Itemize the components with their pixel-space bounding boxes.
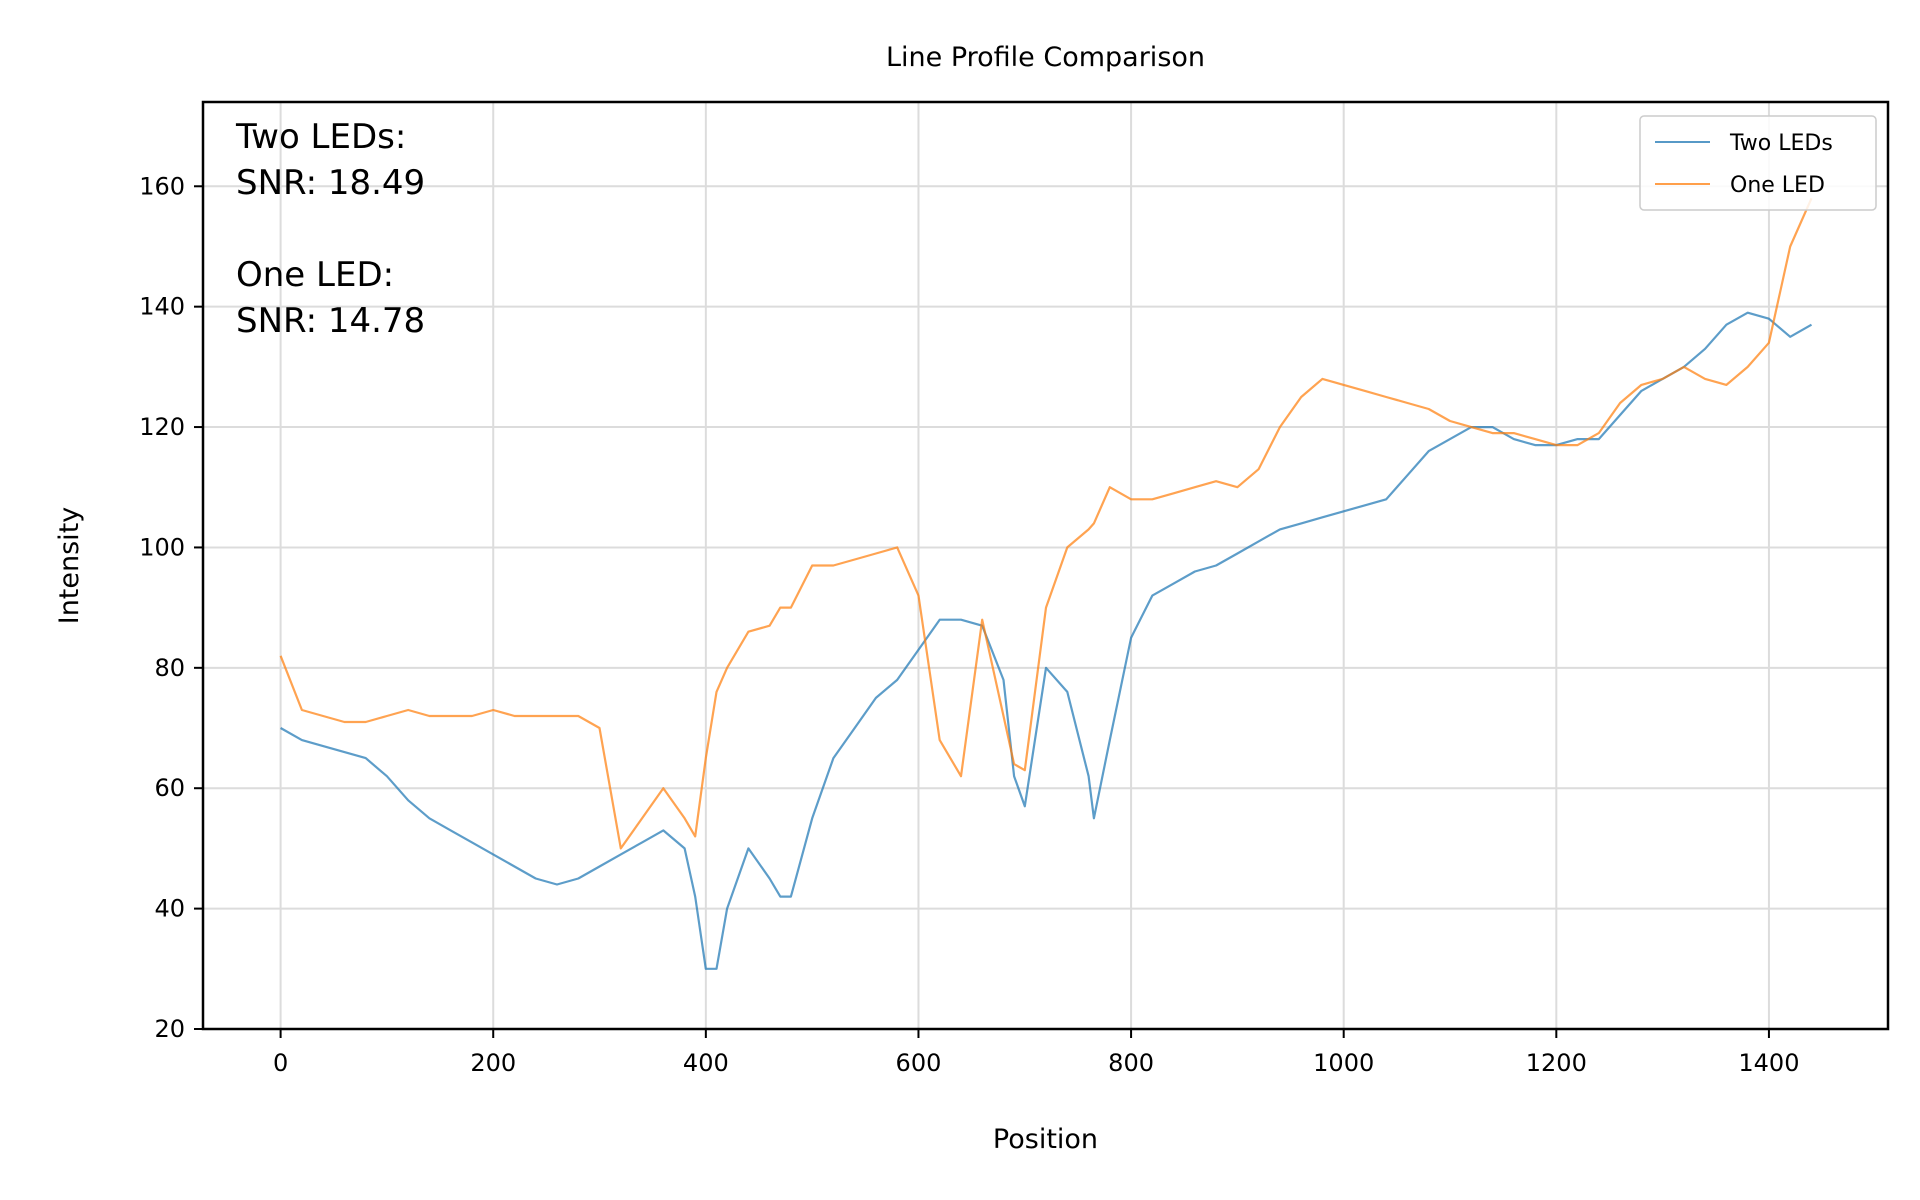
- x-tick-label: 1200: [1526, 1049, 1587, 1077]
- x-tick-label: 1400: [1738, 1049, 1799, 1077]
- annotation-line-2: SNR: 18.49: [236, 163, 425, 203]
- y-tick-label: 60: [154, 774, 185, 802]
- chart-title: Line Profile Comparison: [886, 42, 1205, 73]
- y-tick-label: 20: [154, 1015, 185, 1043]
- x-tick-label: 800: [1108, 1049, 1154, 1077]
- y-tick-label: 120: [139, 413, 185, 441]
- legend-box: [1639, 115, 1877, 211]
- y-tick-label: 160: [139, 172, 185, 200]
- x-tick-label: 200: [470, 1049, 516, 1077]
- axis-ticks: 0 200 400 600 800 1000 1200 1400 20 40 60 80 100 120 1…: [139, 172, 1799, 1077]
- plot-frame: [201, 100, 1890, 1031]
- y-tick-label: 100: [139, 533, 185, 561]
- series-layer: [279, 197, 1813, 970]
- snr-annotation: Two LEDs: SNR: 18.49 One LED: SNR: 14.78: [235, 117, 425, 341]
- y-tick-label: 140: [139, 293, 185, 321]
- series-line-two-leds: [280, 311, 1813, 970]
- y-axis-label: Intensity: [54, 507, 85, 625]
- x-tick-label: 0: [273, 1049, 288, 1077]
- annotation-line-1: Two LEDs:: [235, 117, 406, 157]
- legend-label-two-leds: Two LEDs: [1729, 131, 1833, 156]
- legend-label-one-led: One LED: [1730, 173, 1825, 198]
- x-tick-label: 400: [683, 1049, 729, 1077]
- x-axis-label: Position: [993, 1124, 1098, 1155]
- annotation-line-5: SNR: 14.78: [236, 301, 425, 341]
- series-line-one-led: [279, 197, 1813, 850]
- annotation-line-4: One LED:: [236, 255, 394, 295]
- legend: Two LEDs One LED: [1639, 115, 1877, 211]
- y-tick-label: 40: [154, 895, 185, 923]
- y-tick-label: 80: [154, 654, 185, 682]
- x-tick-label: 1000: [1313, 1049, 1374, 1077]
- x-tick-label: 600: [896, 1049, 942, 1077]
